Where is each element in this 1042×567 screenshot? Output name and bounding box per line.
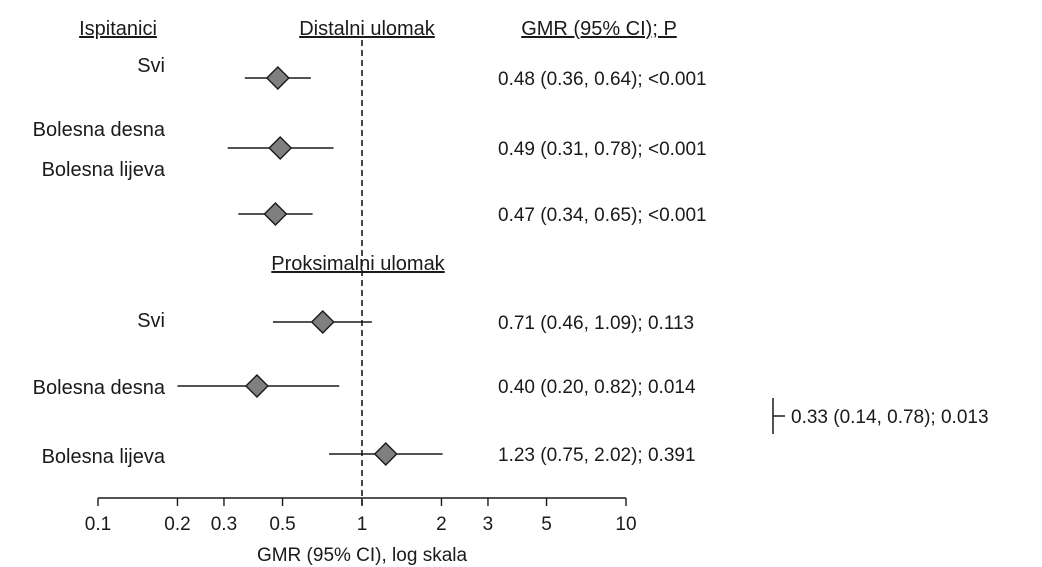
header-gmr: GMR (95% CI); P [521,18,677,40]
x-tick-label: 2 [436,514,447,535]
distal-gmr-point [263,202,288,226]
distal-gmr-point [268,136,293,160]
comparison-value: 0.33 (0.14, 0.78); 0.013 [791,407,989,428]
proximal-gmr-text: 0.71 (0.46, 1.09); 0.113 [498,313,694,334]
proximal-gmr-text: 0.40 (0.20, 0.82); 0.014 [498,377,696,398]
x-tick-label: 0.1 [85,514,111,535]
x-tick-label: 1 [357,514,368,535]
proximal-gmr-point [310,310,335,334]
distal-gmr-text: 0.49 (0.31, 0.78); <0.001 [498,139,707,160]
x-tick-label: 0.5 [269,514,295,535]
proximal-row-label: Svi [137,310,165,332]
x-tick-label: 0.2 [164,514,190,535]
proximal-gmr-point [373,442,398,466]
proximal-row-label: Bolesna desna [33,377,166,399]
proximal-row-label: Bolesna lijeva [42,446,166,468]
distal-gmr-text: 0.47 (0.34, 0.65); <0.001 [498,205,707,226]
distal-gmr-text: 0.48 (0.36, 0.64); <0.001 [498,69,707,90]
proximal-gmr-point [244,374,269,398]
x-tick-label: 5 [541,514,552,535]
x-tick-label: 3 [483,514,494,535]
distal-row-label: Bolesna desna [33,119,166,141]
proximal-gmr-text: 1.23 (0.75, 2.02); 0.391 [498,445,696,466]
header-proximal: Proksimalni ulomak [271,253,445,275]
distal-row-label: Svi [137,55,165,77]
x-tick-label: 0.3 [211,514,237,535]
header-distal: Distalni ulomak [299,18,436,40]
x-axis-title: GMR (95% CI), log skala [257,545,468,566]
x-tick-label: 10 [615,514,636,535]
distal-row-label: Bolesna lijeva [42,159,166,181]
header-subjects: Ispitanici [79,18,157,40]
distal-gmr-point [265,66,290,90]
